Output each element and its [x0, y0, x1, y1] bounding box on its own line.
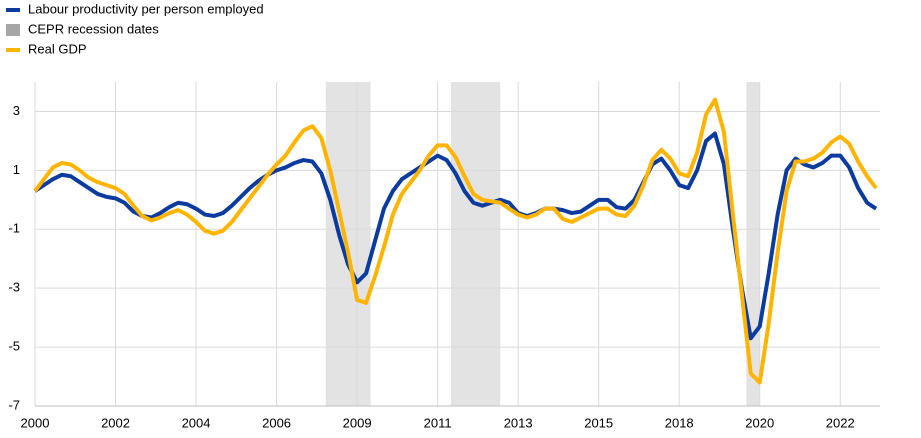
x-tick-label: 2004 [182, 415, 211, 430]
x-tick-label: 2020 [745, 415, 774, 430]
x-tick-label: 2011 [424, 415, 452, 430]
y-tick-label: -5 [8, 339, 20, 354]
series-line [33, 97, 878, 385]
legend-label: CEPR recession dates [28, 21, 159, 36]
x-tick-label: 2015 [584, 415, 613, 430]
y-tick-label: -7 [8, 397, 20, 412]
x-tick-label: 2018 [665, 415, 694, 430]
recession-band [451, 82, 501, 406]
x-tick-label: 2013 [504, 415, 533, 430]
x-tick-label: 2006 [262, 415, 291, 430]
x-tick-label: 2022 [826, 415, 855, 430]
legend-label: Real GDP [28, 41, 87, 56]
x-tick-label: 2000 [21, 415, 50, 430]
legend-label: Labour productivity per person employed [28, 1, 264, 16]
y-tick-label: 1 [13, 162, 20, 177]
legend-swatch [6, 24, 20, 36]
y-tick-label: 3 [13, 103, 20, 118]
y-tick-label: -3 [8, 280, 20, 295]
x-tick-label: 2009 [343, 415, 372, 430]
x-tick-label: 2002 [101, 415, 130, 430]
y-tick-label: -1 [8, 221, 20, 236]
